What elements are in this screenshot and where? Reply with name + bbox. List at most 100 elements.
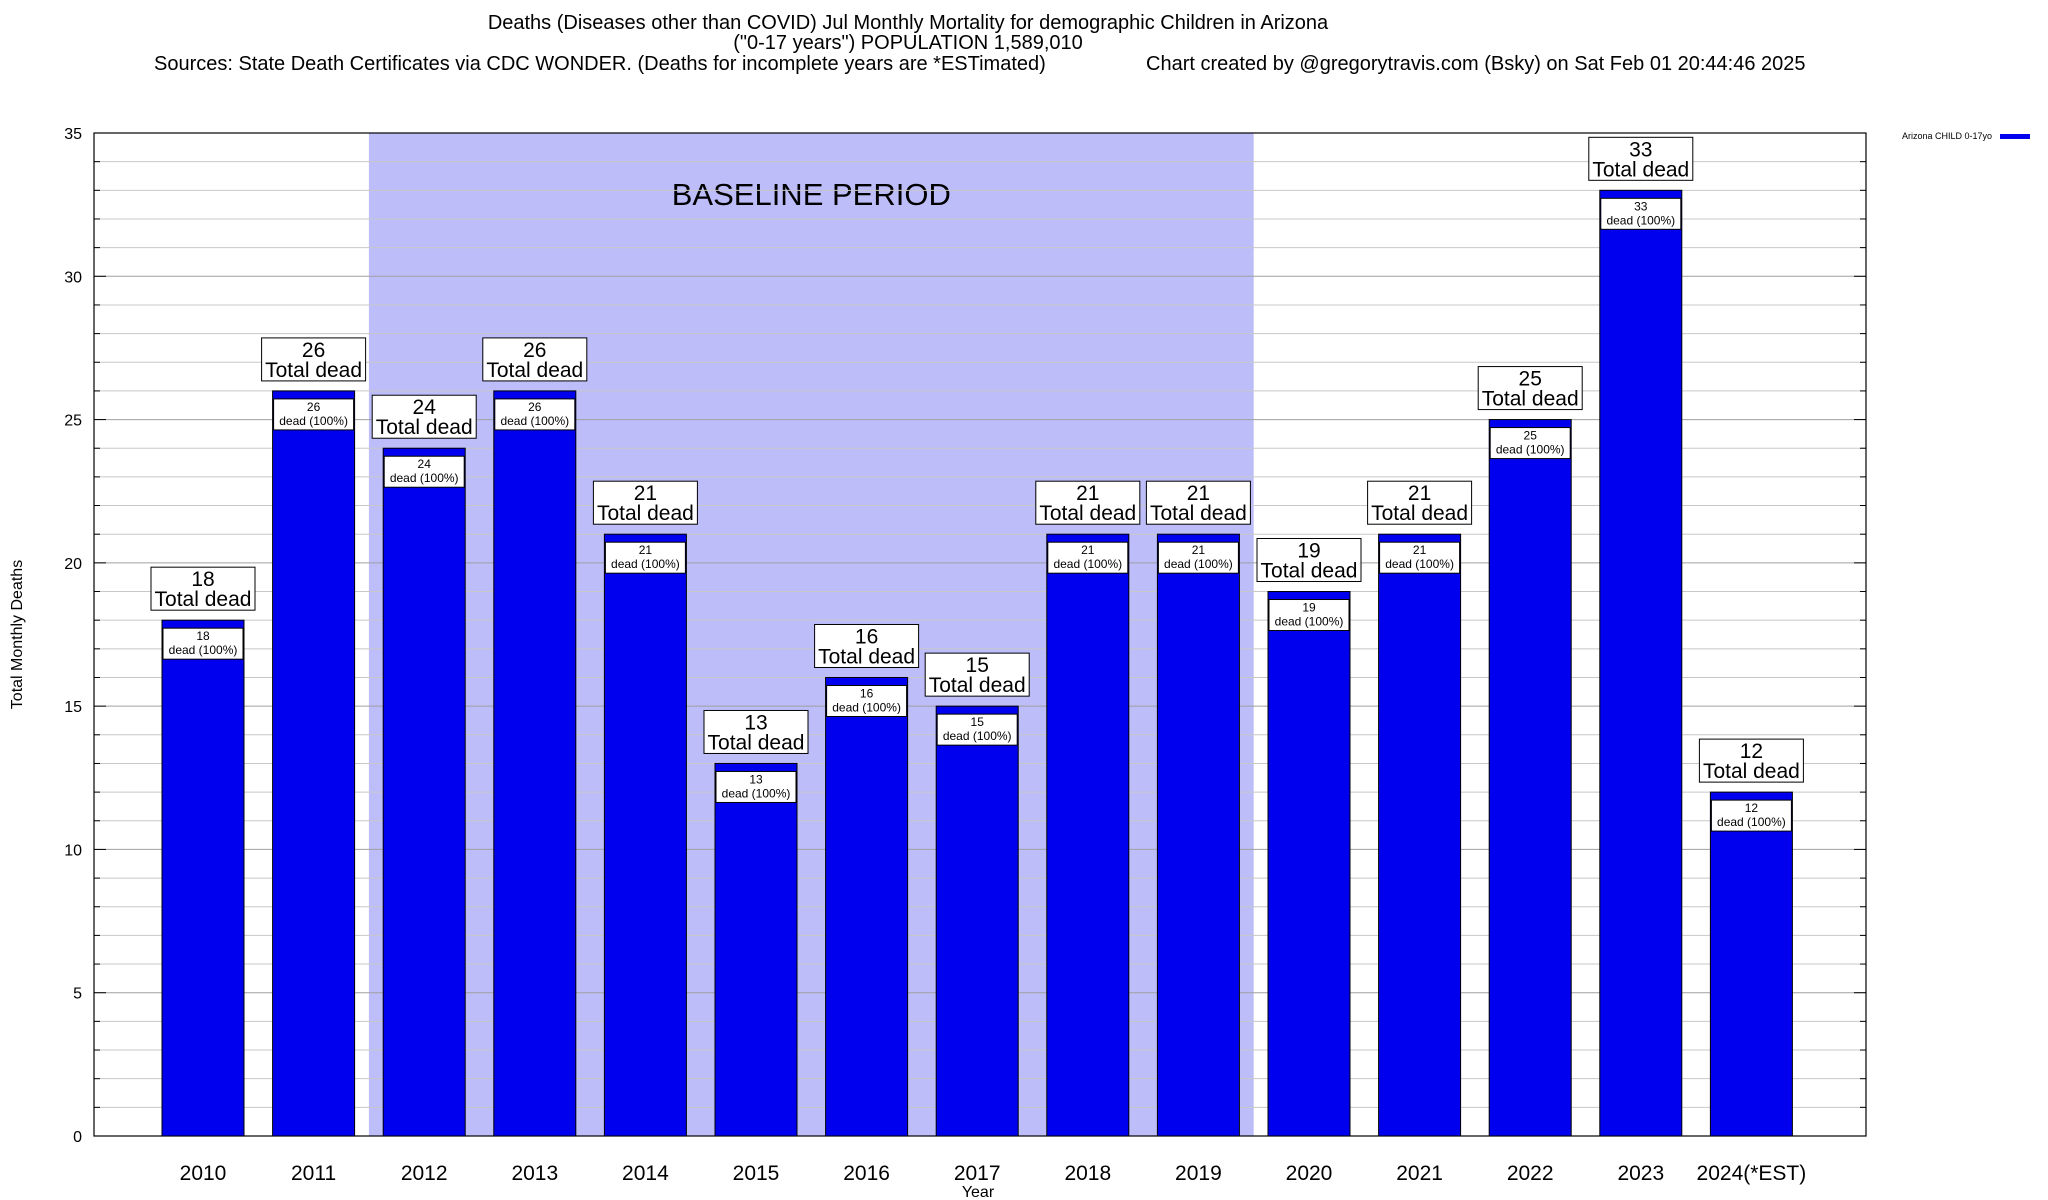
bar-inner-value: 16 (860, 686, 874, 700)
bar-total-label: Total dead (155, 588, 252, 611)
bar-total-label-box (482, 337, 588, 382)
x-tick-label: 2013 (511, 1162, 558, 1185)
bar-total-label-box (924, 652, 1030, 697)
bar-total-label: Total dead (1150, 502, 1247, 525)
y-tick-label: 0 (73, 1129, 82, 1146)
bar-inner-label: dead (100%) (1496, 443, 1565, 457)
x-tick-label: 2014 (622, 1162, 669, 1185)
bar-total-value: 19 (1297, 540, 1320, 563)
bar-total-label: Total dead (265, 359, 362, 382)
x-tick-label: 2021 (1396, 1162, 1443, 1185)
bar-total-value: 25 (1519, 368, 1542, 391)
bar (1599, 189, 1683, 1137)
y-tick-label: 10 (64, 842, 82, 859)
chart-subtitle: ("0-17 years") POPULATION 1,589,010 (733, 32, 1083, 54)
bar (1378, 533, 1462, 1137)
bar (1267, 591, 1351, 1137)
x-tick-label: 2018 (1064, 1162, 1111, 1185)
bar-total-value: 13 (744, 711, 767, 734)
bar-inner-value: 21 (1413, 543, 1427, 557)
bar-total-label-box (1367, 480, 1473, 525)
bar-inner-label-box (1047, 541, 1129, 574)
bar-inner-label-box (1600, 197, 1682, 230)
chart-credit: Chart created by @gregorytravis.com (Bsk… (1146, 53, 1806, 75)
bar-total-value: 21 (1076, 482, 1099, 505)
bar-total-label: Total dead (1261, 560, 1358, 583)
bar-total-label: Total dead (708, 731, 805, 754)
bar-inner-label-box (1710, 799, 1792, 832)
bar-inner-value: 15 (971, 715, 985, 729)
bar (1156, 533, 1240, 1137)
bar (272, 390, 356, 1137)
chart-sources: Sources: State Death Certificates via CD… (154, 53, 1046, 75)
bar-total-label: Total dead (597, 502, 694, 525)
bar-inner-value: 26 (528, 400, 542, 414)
y-tick-label: 15 (64, 699, 82, 716)
bar-total-label-box (703, 709, 809, 754)
bar-inner-label-box (936, 713, 1018, 746)
bar-inner-value: 33 (1634, 199, 1648, 213)
bar-inner-label: dead (100%) (1385, 557, 1454, 571)
x-tick-label: 2019 (1175, 1162, 1222, 1185)
x-tick-label: 2016 (843, 1162, 890, 1185)
bar-inner-label-box (1268, 599, 1350, 632)
bar (1046, 533, 1130, 1137)
bar-total-label-box (592, 480, 698, 525)
bar-total-value: 33 (1629, 138, 1652, 161)
bar (493, 390, 577, 1137)
bar-inner-label: dead (100%) (722, 786, 791, 800)
bar-total-label: Total dead (376, 416, 473, 439)
bar-total-value: 15 (966, 654, 989, 677)
bar-total-label-box (1035, 480, 1141, 525)
bar (714, 762, 798, 1137)
bar-total-label: Total dead (929, 674, 1026, 697)
bar-inner-value: 24 (418, 457, 432, 471)
bar-inner-label-box (1157, 541, 1239, 574)
bar-total-label: Total dead (1039, 502, 1136, 525)
bar-total-label-box (1588, 136, 1694, 181)
y-tick-label: 5 (73, 986, 82, 1003)
bar-inner-value: 19 (1302, 601, 1316, 615)
bar-inner-label-box (1379, 541, 1461, 574)
y-tick-label: 20 (64, 556, 82, 573)
bar-inner-label: dead (100%) (1275, 615, 1344, 629)
x-tick-label: 2010 (180, 1162, 227, 1185)
bar-total-label: Total dead (1592, 158, 1689, 181)
bar (825, 676, 909, 1137)
bar-inner-value: 21 (639, 543, 653, 557)
bar-total-label: Total dead (486, 359, 583, 382)
y-tick-label: 25 (64, 413, 82, 430)
bar-total-label-box (1698, 738, 1804, 783)
bar-inner-label: dead (100%) (611, 557, 680, 571)
bar-inner-label-box (604, 541, 686, 574)
x-tick-label: 2020 (1286, 1162, 1333, 1185)
y-axis-label: Total Monthly Deaths (9, 560, 26, 709)
bar-total-label-box (150, 566, 256, 611)
bar-inner-label: dead (100%) (832, 700, 901, 714)
bar-inner-value: 26 (307, 400, 321, 414)
bar-total-label-box (814, 623, 920, 668)
x-tick-label: 2024(*EST) (1697, 1162, 1807, 1185)
bar-total-value: 16 (855, 625, 878, 648)
bar-total-value: 24 (413, 396, 437, 419)
legend: Arizona CHILD 0-17yo (1902, 131, 2031, 141)
bar-inner-value: 18 (196, 629, 210, 643)
x-axis-label: Year (962, 1184, 995, 1200)
y-tick-label: 35 (64, 126, 82, 143)
bar-total-value: 26 (302, 339, 325, 362)
bar-inner-label-box (1489, 427, 1571, 460)
bar (1488, 419, 1572, 1137)
legend-label: Arizona CHILD 0-17yo (1902, 131, 1993, 141)
bar-total-label-box (1145, 480, 1251, 525)
x-tick-label: 2015 (733, 1162, 780, 1185)
bar-inner-label: dead (100%) (279, 414, 348, 428)
x-tick-label: 2011 (291, 1162, 336, 1185)
baseline-label: BASELINE PERIOD (672, 177, 951, 212)
x-tick-label: 2023 (1617, 1162, 1664, 1185)
bar-inner-value: 21 (1081, 543, 1095, 557)
bar-total-label: Total dead (818, 645, 915, 668)
bar-total-label: Total dead (1482, 388, 1579, 411)
bar-total-value: 12 (1740, 740, 1763, 763)
bar-total-value: 26 (523, 339, 546, 362)
